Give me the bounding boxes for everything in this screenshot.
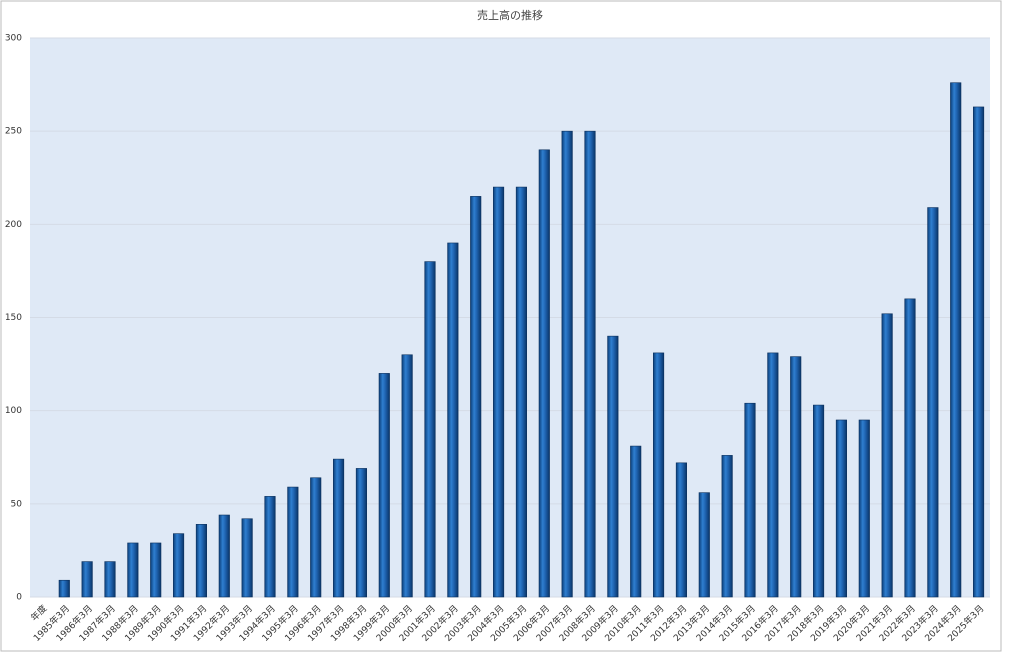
bar xyxy=(218,514,230,598)
bar xyxy=(333,458,345,598)
bar xyxy=(470,196,482,598)
bar xyxy=(310,477,322,598)
bar xyxy=(538,149,550,598)
chart-title: 売上高の推移 xyxy=(477,8,543,22)
bar xyxy=(835,419,847,598)
y-tick-label: 250 xyxy=(5,127,22,137)
bar xyxy=(401,354,413,598)
bar xyxy=(127,542,139,598)
bar xyxy=(881,313,893,598)
bar xyxy=(630,445,642,598)
bar xyxy=(424,261,436,598)
bar xyxy=(264,496,276,598)
bar xyxy=(698,492,710,598)
bar xyxy=(493,186,505,598)
bar xyxy=(927,207,939,598)
bar xyxy=(378,373,390,598)
y-tick-label: 200 xyxy=(5,220,22,230)
bar xyxy=(721,455,733,598)
bar xyxy=(173,533,185,598)
bar xyxy=(195,524,207,598)
bar xyxy=(150,542,162,598)
bar xyxy=(950,82,962,598)
y-tick-label: 150 xyxy=(5,313,22,323)
bar xyxy=(287,486,299,598)
y-tick-label: 50 xyxy=(11,499,23,509)
bar xyxy=(973,106,985,598)
y-tick-label: 100 xyxy=(5,406,22,416)
bar xyxy=(607,335,619,598)
bar xyxy=(241,518,253,598)
bar xyxy=(447,242,459,598)
y-tick-label: 300 xyxy=(5,34,22,44)
bar xyxy=(355,468,367,598)
bar xyxy=(858,419,870,598)
bar xyxy=(561,130,573,598)
bar xyxy=(653,352,665,598)
bar xyxy=(744,402,756,598)
bar xyxy=(584,130,596,598)
bar xyxy=(81,561,93,598)
bar xyxy=(767,352,779,598)
bar xyxy=(790,356,802,598)
bar xyxy=(58,579,70,598)
y-tick-label: 0 xyxy=(16,593,22,603)
bar xyxy=(675,462,687,598)
bar xyxy=(813,404,825,598)
bar xyxy=(515,186,527,598)
bar xyxy=(904,298,916,598)
bar xyxy=(104,561,116,598)
